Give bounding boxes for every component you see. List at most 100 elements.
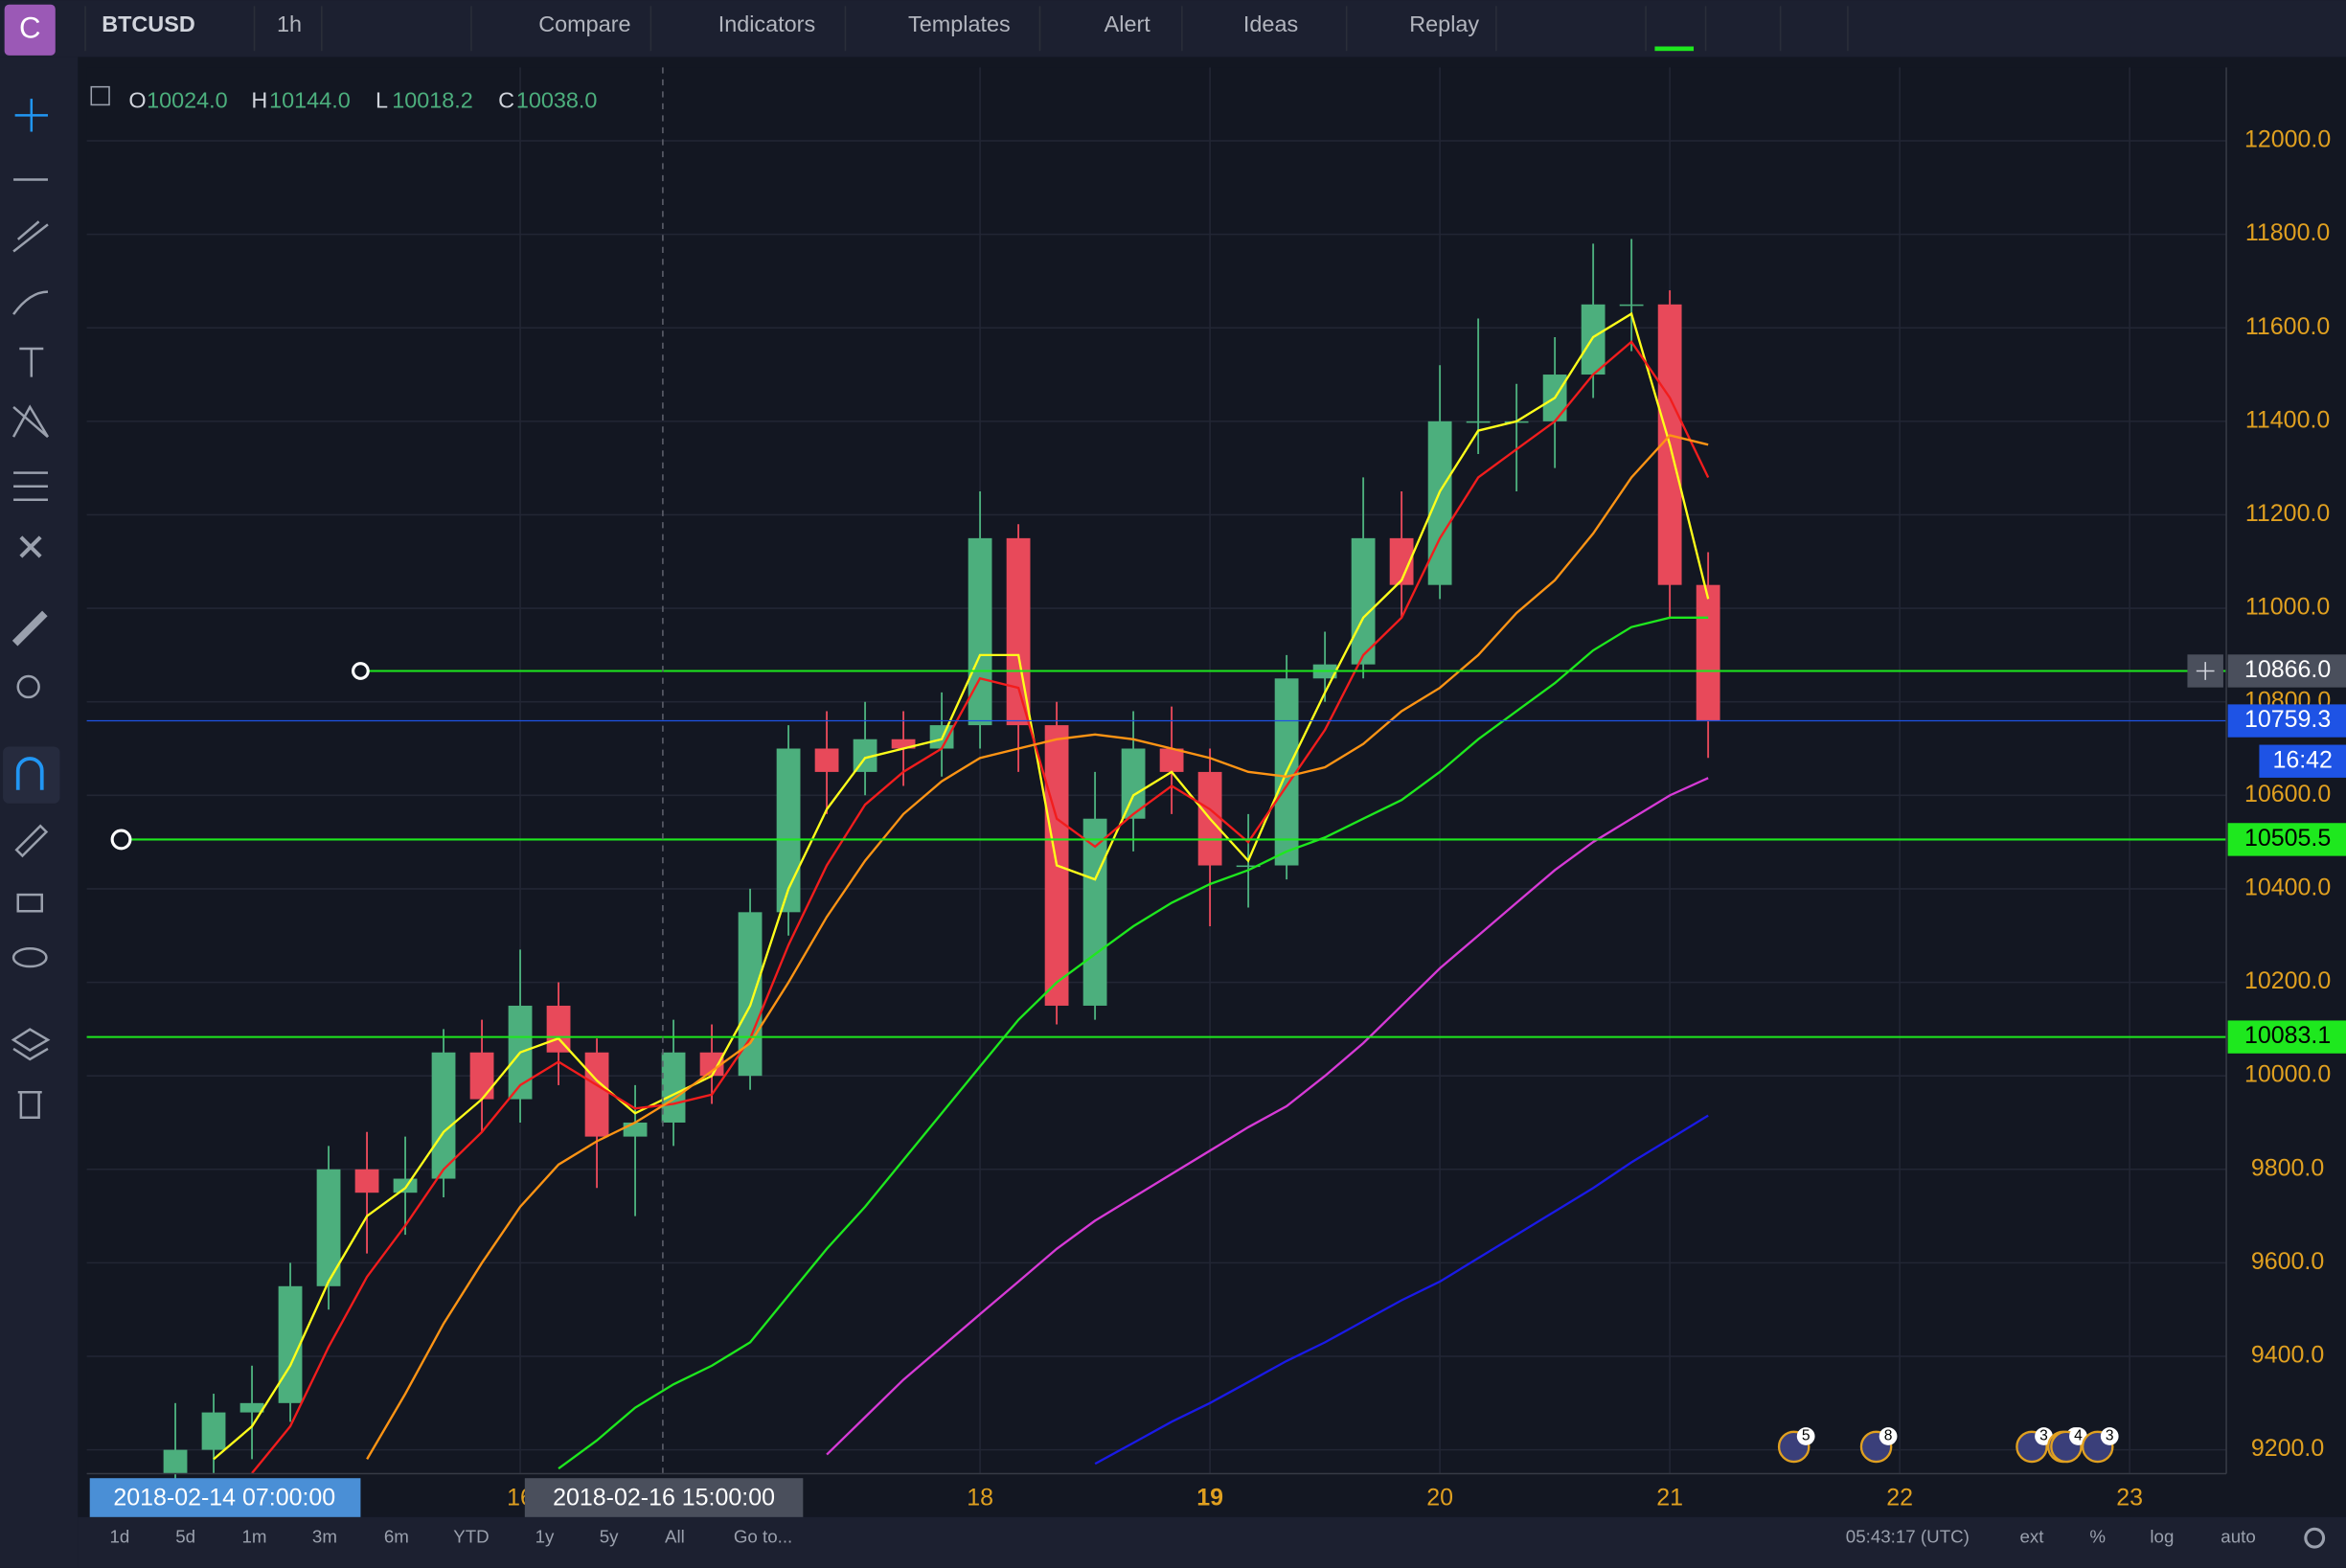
price-label: 10083.1	[2244, 1022, 2331, 1049]
interval[interactable]: 1h	[277, 11, 302, 36]
ruler-tool[interactable]	[11, 610, 48, 647]
collapse-icon[interactable]	[90, 85, 110, 106]
line-anchor[interactable]	[352, 662, 370, 680]
crosshair-tool[interactable]	[14, 99, 48, 132]
line-anchor[interactable]	[110, 829, 132, 851]
anchor-label-box	[89, 1478, 361, 1520]
ohlc-l-label: L	[376, 87, 388, 112]
toolbar-button[interactable]: Compare	[538, 11, 630, 36]
layers-tool[interactable]	[11, 1028, 51, 1061]
candle-body	[393, 1178, 418, 1193]
crosshair-label: 2018-02-16 15:00:00	[553, 1485, 775, 1511]
toolbar-button[interactable]: Indicators	[718, 11, 815, 36]
anchor-label: 2018-02-14 07:00:00	[113, 1485, 335, 1511]
event-count: 3	[2106, 1428, 2114, 1444]
x-tick-label: 19	[1196, 1485, 1223, 1511]
toolbar-button[interactable]: Ideas	[1243, 11, 1298, 36]
scale-option[interactable]: log	[2150, 1527, 2174, 1547]
range-button[interactable]: 5d	[175, 1527, 195, 1547]
active-underline	[1654, 46, 1695, 52]
y-tick-label: 10600.0	[2244, 781, 2331, 807]
price-label-box	[2227, 654, 2346, 688]
toolbar-button[interactable]: Templates	[908, 11, 1011, 36]
grid	[86, 67, 2227, 1474]
zoom-tool[interactable]	[16, 674, 40, 699]
y-tick-label: 11600.0	[2245, 313, 2330, 340]
toolbar-button[interactable]: Replay	[1409, 11, 1479, 36]
candle-body	[1159, 748, 1184, 772]
event-count-bg	[2100, 1427, 2119, 1445]
moving-average	[213, 311, 1710, 1461]
plot: 583243	[86, 239, 2227, 1488]
x-tick-label: 21	[1656, 1485, 1683, 1511]
range-button[interactable]: 1d	[110, 1527, 130, 1547]
settings-icon[interactable]	[2304, 1527, 2326, 1549]
candle-body	[891, 739, 916, 749]
y-tick-label: 11800.0	[2245, 219, 2330, 246]
range-button[interactable]: YTD	[453, 1527, 489, 1547]
ohlc-o: 10024.0	[147, 87, 228, 112]
range-button[interactable]: 5y	[600, 1527, 619, 1547]
x-tick-label: 18	[967, 1485, 993, 1511]
moving-average	[251, 340, 1710, 1474]
y-tick-label: 9800.0	[2251, 1154, 2324, 1181]
scale-option[interactable]: ext	[2020, 1527, 2045, 1547]
event-count-bg	[2035, 1427, 2053, 1445]
crosshair-label-box	[524, 1478, 804, 1520]
range-button[interactable]: 3m	[312, 1527, 337, 1547]
y-tick-label: 9400.0	[2251, 1342, 2324, 1369]
candle-body	[623, 1122, 648, 1137]
event-count: 3	[2039, 1428, 2048, 1444]
remove-tool[interactable]	[19, 535, 42, 558]
candle-body	[354, 1169, 379, 1193]
range-button[interactable]: 6m	[384, 1527, 409, 1547]
logo: C	[19, 11, 41, 45]
range-button[interactable]: 1m	[242, 1527, 267, 1547]
ohlc-o-label: O	[128, 87, 146, 112]
candle-body	[1236, 865, 1261, 868]
prediction-tool[interactable]	[13, 471, 48, 501]
last-price-box	[2227, 704, 2346, 738]
range-button[interactable]: Go to...	[734, 1527, 792, 1547]
candle-body	[163, 1449, 188, 1474]
range-button[interactable]: 1y	[535, 1527, 555, 1547]
axes: 9200.0 9400.0 9600.0 9800.0 10000.0 10200.0 10…	[89, 126, 2346, 1520]
candle-body	[1351, 537, 1376, 665]
toolbar-buttons: Compare Indicators Templates Alert Ideas Repl…	[84, 6, 1849, 52]
scale-option[interactable]: %	[2089, 1527, 2106, 1547]
y-tick-label: 10000.0	[2244, 1061, 2331, 1088]
price-label: 10505.5	[2244, 825, 2331, 852]
symbol[interactable]: BTCUSD	[102, 11, 195, 36]
ohlc-c: 10038.0	[516, 87, 598, 112]
text-tool[interactable]	[19, 347, 44, 377]
drawing-tools	[3, 99, 60, 1120]
scale-option[interactable]: auto	[2221, 1527, 2255, 1547]
range-button[interactable]: All	[665, 1527, 685, 1547]
candle-body	[469, 1052, 494, 1100]
pitchfork-tool[interactable]	[12, 220, 49, 253]
brush-tool[interactable]	[12, 290, 49, 315]
x-tick-label: 23	[2116, 1485, 2143, 1511]
bottom-items: 1d 5d 1m 3m 6m YTD 1y 5y All Go to... ext% log auto	[110, 1527, 2326, 1549]
y-tick-label: 9200.0	[2251, 1435, 2324, 1462]
event-count: 5	[1802, 1428, 1811, 1444]
y-tick-label: 11400.0	[2245, 406, 2330, 433]
eye-tool[interactable]	[11, 947, 48, 968]
candle-body	[546, 1005, 571, 1053]
left-toolbar	[0, 57, 79, 1568]
logo-box[interactable]	[4, 4, 56, 56]
lock-tool[interactable]	[16, 893, 43, 913]
candle-body	[1466, 420, 1491, 423]
event-count-bg	[1879, 1427, 1898, 1445]
candle-body	[1696, 584, 1720, 721]
magnet-bg	[3, 746, 60, 804]
lock-draw-tool[interactable]	[14, 824, 49, 858]
trash-tool[interactable]	[17, 1090, 42, 1120]
chart-pane[interactable]	[86, 67, 2227, 1474]
y-tick-label: 11000.0	[2245, 594, 2330, 621]
toolbar-button[interactable]: Alert	[1105, 11, 1151, 36]
price-label: 10866.0	[2244, 656, 2331, 683]
magnet-tool[interactable]	[15, 757, 44, 790]
pattern-tool[interactable]	[11, 404, 50, 439]
price-label-box	[2227, 1020, 2346, 1054]
